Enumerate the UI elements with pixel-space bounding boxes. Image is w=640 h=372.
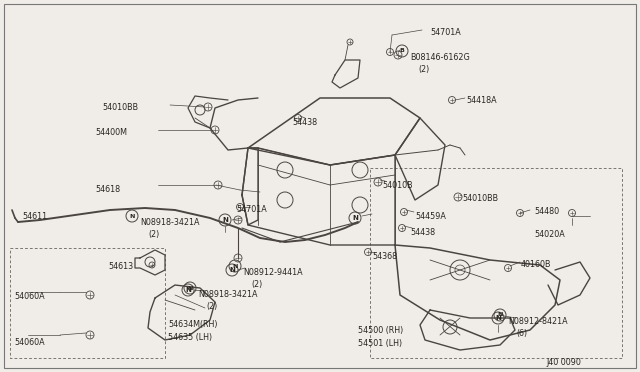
Text: 54438: 54438 <box>410 228 435 237</box>
Text: (2): (2) <box>251 280 262 289</box>
Text: N: N <box>188 285 193 291</box>
Text: 54010B: 54010B <box>382 181 413 190</box>
Text: B: B <box>399 48 404 54</box>
Text: N: N <box>185 287 191 293</box>
Text: 54438: 54438 <box>292 118 317 127</box>
Text: 54010BB: 54010BB <box>462 194 498 203</box>
Text: N: N <box>222 217 228 223</box>
Text: 54701A: 54701A <box>236 205 267 214</box>
Text: 54635 (LH): 54635 (LH) <box>168 333 212 342</box>
Text: 54418A: 54418A <box>466 96 497 105</box>
Text: 54701A: 54701A <box>430 28 461 37</box>
Text: 54611: 54611 <box>22 212 47 221</box>
Text: (2): (2) <box>148 230 159 239</box>
Text: N08918-3421A: N08918-3421A <box>140 218 200 227</box>
Text: 54459A: 54459A <box>415 212 446 221</box>
Text: N: N <box>497 312 502 317</box>
Text: (2): (2) <box>206 302 217 311</box>
Text: N08912-9441A: N08912-9441A <box>243 268 303 277</box>
Text: (6): (6) <box>516 329 527 338</box>
Text: N: N <box>229 267 235 273</box>
Text: 54020A: 54020A <box>534 230 564 239</box>
Text: (2): (2) <box>418 65 429 74</box>
Text: 54010BB: 54010BB <box>102 103 138 112</box>
Text: N: N <box>129 214 134 218</box>
Text: J40 0090: J40 0090 <box>546 358 581 367</box>
Text: N08918-3421A: N08918-3421A <box>198 290 257 299</box>
Text: 54500 (RH): 54500 (RH) <box>358 326 403 335</box>
Text: N: N <box>232 263 237 269</box>
Text: 54400M: 54400M <box>95 128 127 137</box>
Text: B08146-6162G: B08146-6162G <box>410 53 470 62</box>
Text: 40160B: 40160B <box>521 260 552 269</box>
Text: 54613: 54613 <box>108 262 133 271</box>
Text: 54501 (LH): 54501 (LH) <box>358 339 402 348</box>
Text: N: N <box>352 215 358 221</box>
Text: 54368: 54368 <box>372 252 397 261</box>
Text: 54060A: 54060A <box>14 292 45 301</box>
Text: 54634M(RH): 54634M(RH) <box>168 320 218 329</box>
Text: 54060A: 54060A <box>14 338 45 347</box>
Text: 54618: 54618 <box>95 185 120 194</box>
Text: 54480: 54480 <box>534 207 559 216</box>
Text: N08912-8421A: N08912-8421A <box>508 317 568 326</box>
Text: N: N <box>495 315 501 321</box>
